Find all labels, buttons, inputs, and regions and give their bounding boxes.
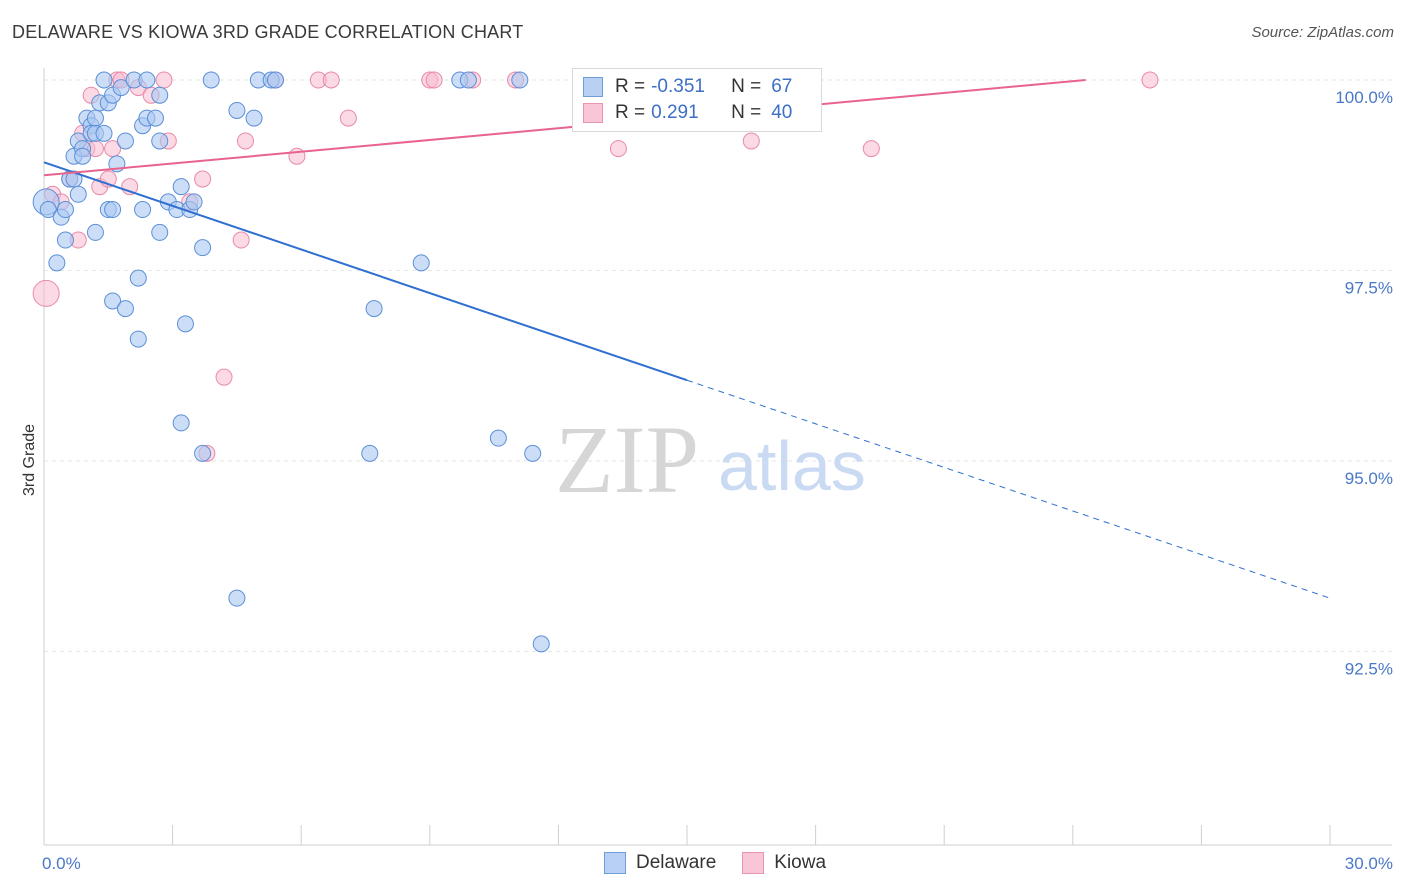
- delaware-point: [95, 71, 113, 89]
- delaware-point: [129, 269, 147, 287]
- delaware-point: [116, 300, 134, 318]
- x-tick-label: 0.0%: [42, 854, 81, 873]
- delaware-point: [489, 429, 507, 447]
- kiowa-point: [288, 147, 306, 165]
- delaware-point: [129, 330, 147, 348]
- kiowa-point: [609, 140, 627, 158]
- delaware-n-label: N =: [731, 76, 762, 97]
- trend-lines: [43, 79, 1331, 599]
- watermark-atlas: atlas: [718, 427, 866, 505]
- kiowa-point: [232, 231, 250, 249]
- series-legend: Delaware Kiowa: [604, 852, 852, 874]
- delaware-point: [151, 223, 169, 241]
- delaware-point: [245, 109, 263, 127]
- delaware-point: [138, 71, 156, 89]
- legend-item-delaware[interactable]: Delaware: [604, 852, 716, 874]
- delaware-point: [459, 71, 477, 89]
- delaware-point: [532, 635, 550, 653]
- delaware-point: [365, 300, 383, 318]
- tick-labels: 100.0% 97.5% 95.0% 92.5% 0.0% 30.0%: [42, 88, 1393, 873]
- delaware-legend-label: Delaware: [636, 852, 717, 873]
- delaware-point: [74, 147, 92, 165]
- delaware-point: [104, 292, 122, 310]
- source-label: Source: ZipAtlas.com: [1251, 24, 1394, 41]
- delaware-point: [228, 589, 246, 607]
- watermark: ZIP atlas: [555, 406, 866, 513]
- gridlines: [44, 79, 1395, 652]
- delaware-point: [511, 71, 529, 89]
- x-tick-label: 30.0%: [1345, 854, 1393, 873]
- kiowa-point: [322, 71, 340, 89]
- delaware-point: [95, 124, 113, 142]
- delaware-point: [69, 185, 87, 203]
- kiowa-n-label: N =: [731, 102, 762, 123]
- y-axis-title: 3rd Grade: [21, 424, 38, 496]
- delaware-point: [134, 201, 152, 219]
- delaware-point: [151, 86, 169, 104]
- delaware-point: [412, 254, 430, 272]
- delaware-point: [228, 101, 246, 119]
- delaware-point: [146, 109, 164, 127]
- delaware-point: [116, 132, 134, 150]
- kiowa-point: [194, 170, 212, 188]
- kiowa-point: [742, 132, 760, 150]
- delaware-r-label: R =: [615, 76, 646, 97]
- delaware-point: [361, 444, 379, 462]
- delaware-n-value: 67: [771, 76, 793, 97]
- delaware-point: [48, 254, 66, 272]
- delaware-point: [112, 79, 130, 97]
- kiowa-point: [32, 279, 60, 307]
- legend-row-delaware: R = -0.351 N = 67: [583, 75, 792, 99]
- y-tick-label: 97.5%: [1345, 279, 1393, 298]
- legend-item-kiowa[interactable]: Kiowa: [742, 852, 826, 874]
- kiowa-point: [155, 71, 173, 89]
- watermark-zip: ZIP: [555, 406, 699, 513]
- kiowa-point: [862, 140, 880, 158]
- chart-title: DELAWARE VS KIOWA 3RD GRADE CORRELATION …: [12, 22, 524, 42]
- kiowa-point: [1141, 71, 1159, 89]
- delaware-point: [56, 201, 74, 219]
- delaware-point: [104, 201, 122, 219]
- delaware-trend-extension: [686, 379, 1331, 599]
- delaware-point: [56, 231, 74, 249]
- delaware-point: [172, 414, 190, 432]
- delaware-legend-swatch: [604, 852, 626, 874]
- delaware-point: [172, 178, 190, 196]
- delaware-point: [86, 109, 104, 127]
- kiowa-legend-swatch: [742, 852, 765, 874]
- kiowa-point: [339, 109, 357, 127]
- delaware-points: [32, 71, 550, 653]
- y-tick-label: 92.5%: [1345, 660, 1393, 679]
- stats-legend: R = -0.351 N = 67 R = 0.291 N = 40: [572, 68, 822, 132]
- legend-row-kiowa: R = 0.291 N = 40: [583, 101, 792, 125]
- delaware-point: [39, 201, 57, 219]
- kiowa-n-value: 40: [771, 102, 793, 123]
- kiowa-point: [236, 132, 254, 150]
- kiowa-trend-line: [43, 79, 1086, 177]
- kiowa-legend-label: Kiowa: [774, 852, 827, 873]
- delaware-point: [266, 71, 284, 89]
- delaware-point: [194, 444, 212, 462]
- delaware-point: [151, 132, 169, 150]
- delaware-trend-line: [43, 161, 688, 382]
- kiowa-point: [425, 71, 443, 89]
- delaware-point: [185, 193, 203, 211]
- kiowa-r-label: R =: [615, 102, 646, 123]
- kiowa-r-value: 0.291: [651, 102, 699, 123]
- delaware-point: [524, 444, 542, 462]
- delaware-point: [86, 223, 104, 241]
- delaware-r-value: -0.351: [651, 76, 705, 97]
- kiowa-swatch: [583, 103, 603, 123]
- y-tick-label: 100.0%: [1335, 88, 1393, 107]
- y-tick-label: 95.0%: [1345, 469, 1393, 488]
- delaware-point: [202, 71, 220, 89]
- delaware-point: [194, 239, 212, 257]
- kiowa-point: [215, 368, 233, 386]
- delaware-point: [176, 315, 194, 333]
- delaware-swatch: [583, 77, 603, 97]
